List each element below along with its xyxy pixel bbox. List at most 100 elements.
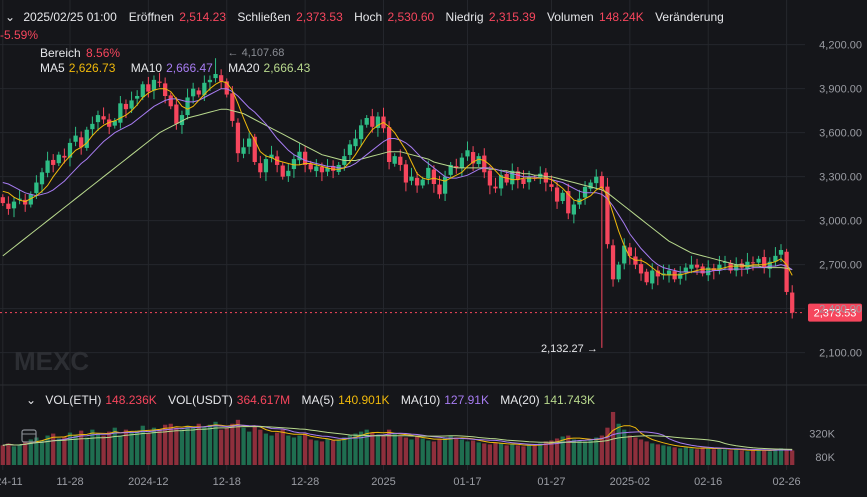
candle-body bbox=[442, 176, 448, 194]
candle-body bbox=[90, 123, 95, 130]
volume-bar bbox=[269, 435, 274, 465]
candle-body bbox=[728, 262, 733, 271]
ma5-line bbox=[2, 80, 793, 276]
volume-bar bbox=[196, 423, 201, 465]
legend-close-value: 2,373.53 bbox=[296, 10, 343, 24]
volume-bar bbox=[56, 438, 61, 465]
candle-body bbox=[168, 95, 173, 107]
candle-body bbox=[414, 177, 420, 186]
candle-body bbox=[364, 118, 369, 125]
volume-bar bbox=[504, 445, 509, 465]
candle-body bbox=[269, 154, 274, 158]
volume-bar bbox=[235, 419, 241, 465]
candle-body bbox=[123, 103, 129, 110]
ma20-label: MA20 bbox=[228, 61, 260, 75]
volume-bar bbox=[252, 425, 257, 465]
x-tick-label: 01-27 bbox=[537, 476, 565, 488]
volume-bar bbox=[566, 435, 571, 465]
candle-body bbox=[666, 270, 672, 276]
legend-datetime: 2025/02/25 01:00 bbox=[23, 10, 117, 24]
volume-bar bbox=[286, 435, 291, 465]
volume-bar bbox=[325, 438, 330, 465]
volume-bar bbox=[185, 425, 190, 465]
volume-bar bbox=[487, 444, 493, 465]
volume-ma10-line bbox=[2, 424, 793, 451]
volume-bar bbox=[342, 437, 347, 465]
volume-bar bbox=[34, 437, 39, 465]
volume-bar bbox=[728, 450, 733, 465]
vol-ma20-label: MA(20) bbox=[500, 393, 540, 407]
candle-body bbox=[219, 75, 224, 82]
candle-body bbox=[308, 163, 313, 170]
vol-ma20-value: 141.743K bbox=[543, 393, 596, 407]
candle-body bbox=[426, 167, 431, 179]
volume-bar bbox=[442, 437, 448, 465]
candle-body bbox=[56, 154, 61, 164]
chevron-down-icon[interactable]: ⌄ bbox=[25, 393, 37, 407]
ma10-line bbox=[2, 88, 793, 273]
volume-bar bbox=[224, 427, 229, 465]
x-tick-label: 2025-02 bbox=[610, 476, 650, 488]
candle-body bbox=[107, 119, 112, 127]
candle-body bbox=[431, 169, 437, 184]
last-price-label: 2,373.53 bbox=[814, 308, 857, 320]
candle-body bbox=[706, 267, 711, 276]
legend-volume-value: 148.24K bbox=[599, 10, 644, 24]
candle-body bbox=[459, 157, 465, 168]
x-tick-label: 02-16 bbox=[694, 476, 722, 488]
volume-bar bbox=[605, 427, 610, 465]
ohlc-legend: ⌄ 2025/02/25 01:00 Eröffnen 2,514.23 Sch… bbox=[0, 8, 760, 62]
candle-body bbox=[403, 164, 409, 183]
candle-body bbox=[191, 88, 196, 97]
volume-bar bbox=[364, 429, 369, 465]
volume-bar bbox=[739, 450, 744, 465]
volume-bar bbox=[700, 447, 705, 465]
candle-body bbox=[750, 262, 756, 264]
volume-bar bbox=[123, 429, 129, 465]
volume-bar bbox=[140, 425, 145, 465]
volume-bar bbox=[577, 440, 582, 465]
candle-body bbox=[627, 247, 632, 256]
candle-body bbox=[482, 155, 487, 173]
x-axis: 2024-11 11-28 2024-12 12-18 12-28 2025 01-17 01… bbox=[0, 476, 801, 488]
volume-bar bbox=[767, 451, 772, 465]
x-tick-label: 12-18 bbox=[213, 476, 241, 488]
candle-body bbox=[661, 273, 666, 276]
candle-body bbox=[330, 166, 336, 171]
candle-body bbox=[762, 257, 767, 268]
candle-body bbox=[571, 204, 576, 215]
candle-body bbox=[353, 138, 358, 147]
volume-bar bbox=[638, 439, 644, 465]
vol-usdt-value: 364.617M bbox=[236, 393, 291, 407]
vol-ma5-value: 140.901K bbox=[338, 393, 390, 407]
volume-bar bbox=[762, 450, 767, 465]
volume-bar bbox=[666, 446, 672, 465]
volume-bar bbox=[207, 424, 213, 465]
legend-change-value: -5.59% bbox=[0, 28, 39, 42]
candle-body bbox=[347, 144, 353, 155]
vol-ma10-value: 127.91K bbox=[444, 393, 489, 407]
volume-bar bbox=[6, 443, 11, 465]
y-tick-label: 2,100.00 bbox=[819, 348, 862, 360]
volume-bar bbox=[107, 431, 112, 465]
ma20-value: 2,666.43 bbox=[263, 61, 311, 75]
candle-body bbox=[280, 165, 285, 177]
candle-body bbox=[247, 138, 252, 147]
volume-bar bbox=[263, 433, 269, 465]
volume-bar bbox=[67, 432, 73, 465]
legend-high-label: Hoch bbox=[354, 10, 383, 24]
volume-bar bbox=[291, 437, 297, 465]
x-tick-label: 2024-11 bbox=[0, 476, 23, 488]
candle-body bbox=[146, 84, 151, 92]
candle-body bbox=[739, 263, 744, 268]
candle-body bbox=[549, 184, 554, 187]
volume-bar bbox=[163, 424, 168, 465]
candle-body bbox=[73, 135, 78, 142]
candle-body bbox=[213, 74, 218, 79]
candle-body bbox=[392, 156, 397, 164]
chevron-down-icon[interactable]: ⌄ bbox=[4, 10, 16, 24]
calendar-icon bbox=[21, 429, 37, 443]
candle-body bbox=[140, 84, 145, 98]
